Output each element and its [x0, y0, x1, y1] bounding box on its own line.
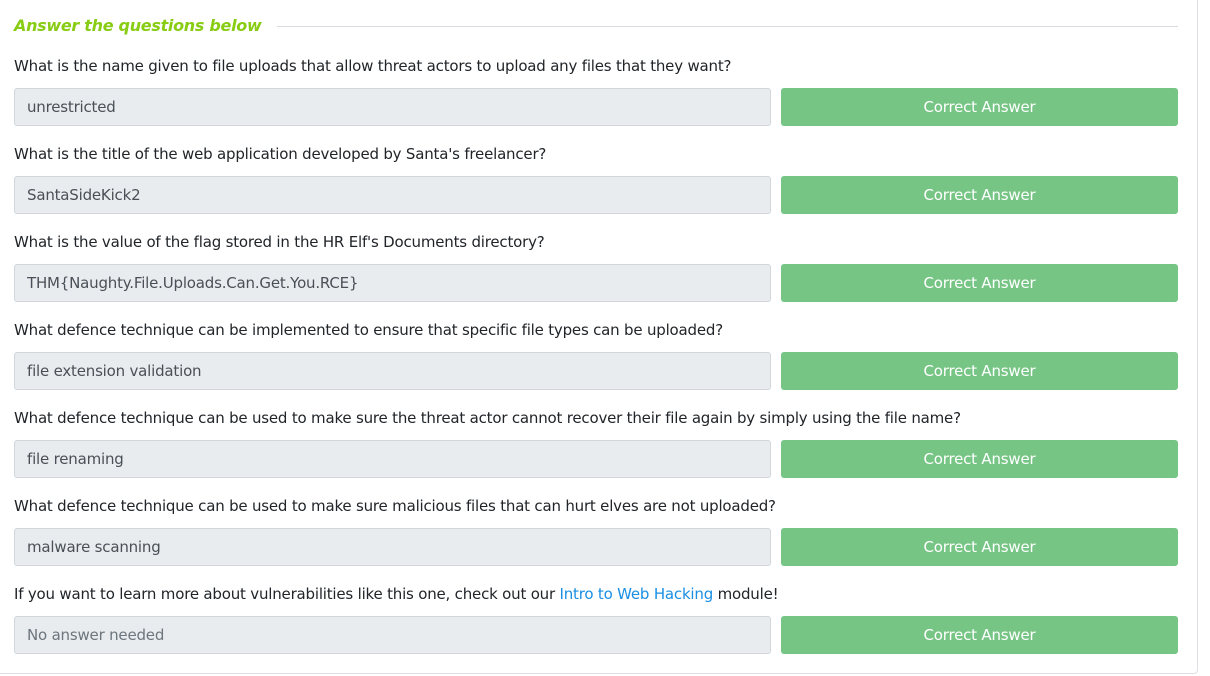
answer-field[interactable] — [14, 176, 771, 214]
answer-field[interactable] — [14, 616, 771, 654]
question-text: What is the title of the web application… — [14, 145, 547, 163]
header-divider — [277, 25, 1178, 27]
correct-answer-button[interactable]: Correct Answer — [781, 440, 1178, 478]
question-text: What defence technique can be used to ma… — [14, 497, 776, 515]
correct-answer-button[interactable]: Correct Answer — [781, 264, 1178, 302]
question-text: What defence technique can be implemente… — [14, 321, 723, 339]
answer-field[interactable] — [14, 352, 771, 390]
section-title: Answer the questions below — [14, 15, 262, 35]
question-text-after: module! — [713, 585, 779, 603]
question-text-before: If you want to learn more about vulnerab… — [14, 585, 560, 603]
question-text: What is the value of the flag stored in … — [14, 233, 545, 251]
correct-answer-button[interactable]: Correct Answer — [781, 352, 1178, 390]
correct-answer-button[interactable]: Correct Answer — [781, 88, 1178, 126]
correct-answer-button[interactable]: Correct Answer — [781, 616, 1178, 654]
question-text: If you want to learn more about vulnerab… — [14, 583, 779, 605]
intro-to-web-hacking-link[interactable]: Intro to Web Hacking — [559, 585, 714, 603]
question-text: What defence technique can be used to ma… — [14, 409, 961, 427]
section-header: Answer the questions below — [14, 12, 1178, 38]
correct-answer-button[interactable]: Correct Answer — [781, 528, 1178, 566]
answer-field[interactable] — [14, 264, 771, 302]
answer-field[interactable] — [14, 88, 771, 126]
answer-field[interactable] — [14, 440, 771, 478]
question-text: What is the name given to file uploads t… — [14, 57, 732, 75]
answer-field[interactable] — [14, 528, 771, 566]
correct-answer-button[interactable]: Correct Answer — [781, 176, 1178, 214]
